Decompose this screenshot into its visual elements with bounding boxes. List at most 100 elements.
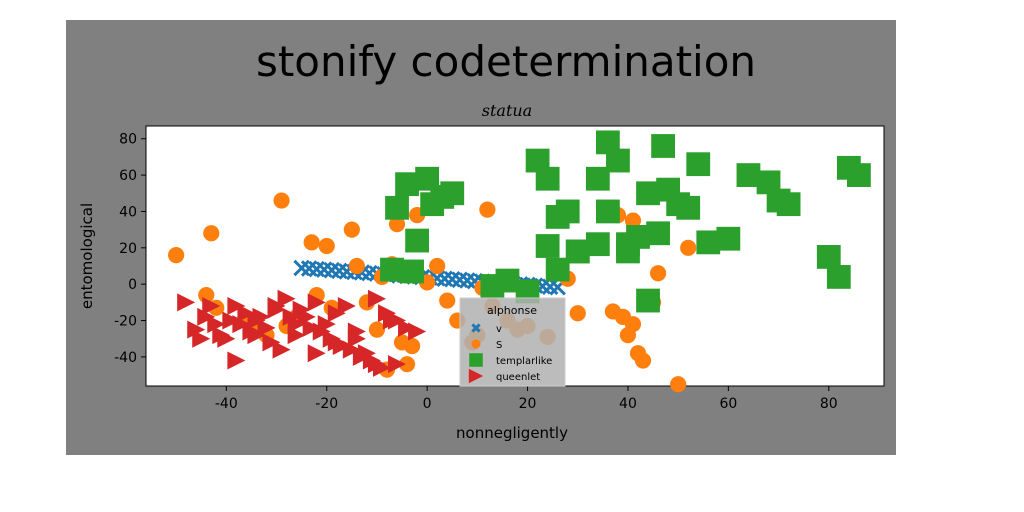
point-queenlet <box>197 307 216 326</box>
y-axis: -40 -20 0 20 40 60 80 <box>114 132 146 366</box>
point-S <box>439 292 456 309</box>
point-queenlet <box>367 355 386 374</box>
legend-marker-S <box>471 339 481 349</box>
point-S <box>198 286 215 304</box>
point-templarlike <box>400 259 424 284</box>
point-templarlike <box>651 134 676 158</box>
point-queenlet <box>352 347 371 366</box>
point-templarlike <box>595 130 620 155</box>
point-templarlike <box>595 199 620 224</box>
y-tick-label: 80 <box>119 132 137 148</box>
series-queenlet <box>177 289 427 377</box>
point-S <box>303 234 320 251</box>
point-queenlet <box>377 304 396 323</box>
point-templarlike <box>395 172 419 197</box>
figure-suptitle: stonify codetermination <box>256 37 756 86</box>
point-queenlet <box>207 315 226 334</box>
point-queenlet <box>282 307 301 326</box>
point-templarlike <box>385 195 409 220</box>
point-queenlet <box>388 355 407 374</box>
legend-marker-v <box>471 323 481 333</box>
point-queenlet <box>277 289 296 308</box>
point-templarlike <box>816 245 841 269</box>
point-queenlet <box>177 293 196 312</box>
point-S <box>569 305 586 322</box>
x-tick-label: -40 <box>215 396 238 412</box>
x-axis: -40 -20 0 20 40 60 80 <box>215 386 838 412</box>
x-axis-label: nonnegligently <box>456 424 568 442</box>
point-templarlike <box>415 166 440 191</box>
point-S <box>388 216 406 233</box>
y-axis-label: entomological <box>78 203 96 309</box>
point-queenlet <box>192 329 211 348</box>
point-S <box>634 352 652 369</box>
point-templarlike <box>606 148 630 173</box>
point-S <box>429 257 446 275</box>
point-queenlet <box>388 311 407 330</box>
point-queenlet <box>307 293 326 312</box>
point-templarlike <box>736 163 761 187</box>
x-tick-label: 80 <box>820 396 838 412</box>
x-tick-label: -20 <box>315 396 338 412</box>
point-queenlet <box>367 289 386 308</box>
point-templarlike <box>380 257 404 282</box>
point-queenlet <box>257 318 276 337</box>
point-templarlike <box>515 279 540 304</box>
point-templarlike <box>405 228 430 253</box>
point-queenlet <box>408 322 427 341</box>
point-templarlike <box>676 195 701 220</box>
x-tick-label: 60 <box>719 396 737 412</box>
point-templarlike <box>585 232 610 257</box>
legend-label-queenlet: queenlet <box>496 372 540 383</box>
point-templarlike <box>565 239 590 264</box>
legend-label-templarlike: templarlike <box>496 356 552 367</box>
point-templarlike <box>525 148 550 173</box>
point-queenlet <box>347 329 366 348</box>
y-tick-label: 60 <box>119 168 137 184</box>
point-templarlike <box>636 181 660 206</box>
point-templarlike <box>696 230 721 255</box>
point-S <box>479 201 496 218</box>
point-templarlike <box>776 192 801 217</box>
point-queenlet <box>227 351 246 370</box>
y-tick-label: -40 <box>114 350 137 366</box>
point-templarlike <box>686 152 711 177</box>
point-templarlike <box>440 181 465 206</box>
point-queenlet <box>332 337 351 355</box>
point-S <box>348 257 365 275</box>
point-S <box>203 225 220 242</box>
point-templarlike <box>555 199 580 224</box>
y-tick-label: 20 <box>119 241 137 257</box>
point-queenlet <box>342 340 361 359</box>
legend-marker-templarlike <box>469 353 483 367</box>
point-queenlet <box>237 304 256 323</box>
point-queenlet <box>187 320 206 339</box>
x-tick-label: 20 <box>519 396 537 412</box>
point-S <box>619 326 637 344</box>
point-templarlike <box>585 166 610 191</box>
point-S <box>670 376 687 393</box>
point-S <box>273 192 290 209</box>
point-templarlike <box>636 288 660 313</box>
point-templarlike <box>716 226 741 251</box>
point-S <box>168 246 185 264</box>
legend-marker-queenlet <box>468 368 484 384</box>
point-S <box>318 237 335 255</box>
point-S <box>680 239 697 256</box>
point-queenlet <box>227 297 246 315</box>
data-marks <box>168 130 871 393</box>
point-queenlet <box>262 333 281 352</box>
point-templarlike <box>535 234 560 258</box>
point-templarlike <box>826 265 851 289</box>
point-queenlet <box>292 300 311 319</box>
point-templarlike <box>846 163 871 187</box>
x-tick-label: 0 <box>423 396 432 412</box>
point-queenlet <box>247 326 266 345</box>
point-queenlet <box>252 307 271 326</box>
legend-title: alphonse <box>487 304 537 317</box>
point-S <box>624 212 642 229</box>
point-queenlet <box>202 297 221 315</box>
point-templarlike <box>535 166 560 191</box>
